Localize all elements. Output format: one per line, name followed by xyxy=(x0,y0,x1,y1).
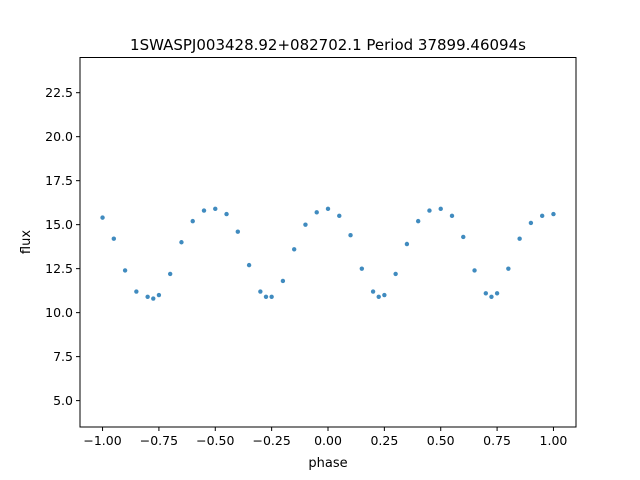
y-axis: 5.0 7.5 10.0 12.5 15.0 17.5 20.0 22.5 xyxy=(45,85,80,408)
y-tick-label: 17.5 xyxy=(45,173,73,188)
x-tick-label: −0.75 xyxy=(140,433,178,448)
data-point xyxy=(370,289,376,294)
x-tick-label: 0.00 xyxy=(314,433,342,448)
x-tick-label: 1.00 xyxy=(540,433,568,448)
data-point xyxy=(303,222,308,227)
data-point xyxy=(134,289,139,294)
data-point xyxy=(280,278,286,284)
x-tick-label: −1.00 xyxy=(83,433,121,448)
data-points xyxy=(100,206,556,301)
x-tick-label: 0.75 xyxy=(483,433,511,448)
y-tick-label: 5.0 xyxy=(53,393,73,408)
data-point xyxy=(201,208,207,213)
data-point xyxy=(122,268,128,273)
data-point xyxy=(269,294,274,299)
x-tick-label: −0.25 xyxy=(252,433,290,448)
data-point xyxy=(337,213,342,219)
y-tick-label: 12.5 xyxy=(45,261,73,276)
data-point xyxy=(551,211,556,217)
data-point xyxy=(528,220,534,226)
x-tick-label: 0.25 xyxy=(370,433,398,448)
data-point xyxy=(263,294,269,299)
data-point xyxy=(449,213,455,219)
y-tick-label: 10.0 xyxy=(45,305,73,320)
data-point xyxy=(376,294,381,299)
data-point xyxy=(483,291,489,296)
data-point xyxy=(348,233,353,238)
chart-title: 1SWASPJ003428.92+082702.1 Period 37899.4… xyxy=(130,36,526,54)
data-point xyxy=(167,271,173,277)
data-point xyxy=(258,289,263,294)
data-point xyxy=(111,236,117,241)
data-point xyxy=(235,229,241,234)
data-point xyxy=(393,271,398,277)
data-point xyxy=(246,262,252,268)
data-point xyxy=(291,247,297,252)
x-axis-label: phase xyxy=(308,456,347,471)
x-tick-label: 0.50 xyxy=(427,433,455,448)
data-point xyxy=(325,206,331,212)
x-axis: −1.00 −0.75 −0.50 −0.25 0.00 0.25 0.50 0.75 1.00 xyxy=(83,427,567,448)
data-point xyxy=(224,211,229,217)
data-point xyxy=(438,206,443,212)
data-point xyxy=(489,294,494,299)
y-tick-label: 22.5 xyxy=(45,85,73,100)
data-point xyxy=(190,218,195,224)
data-point xyxy=(461,234,466,240)
data-point xyxy=(517,236,522,241)
data-point xyxy=(314,210,319,215)
data-point xyxy=(506,266,511,271)
data-point xyxy=(427,208,432,213)
data-point xyxy=(156,292,162,298)
data-point xyxy=(472,268,477,273)
data-point xyxy=(382,292,387,298)
data-point xyxy=(145,294,150,299)
data-point xyxy=(359,266,365,271)
data-point xyxy=(213,206,218,212)
data-point xyxy=(494,291,500,296)
data-point xyxy=(539,213,545,219)
y-tick-label: 7.5 xyxy=(53,349,73,364)
data-point xyxy=(151,296,156,301)
data-point xyxy=(404,241,410,247)
y-axis-label: flux xyxy=(19,230,34,254)
data-point xyxy=(415,218,421,224)
y-tick-label: 15.0 xyxy=(45,217,73,232)
data-point xyxy=(179,240,184,245)
x-tick-label: −0.50 xyxy=(196,433,234,448)
y-tick-label: 20.0 xyxy=(45,129,73,144)
data-point xyxy=(100,215,105,220)
